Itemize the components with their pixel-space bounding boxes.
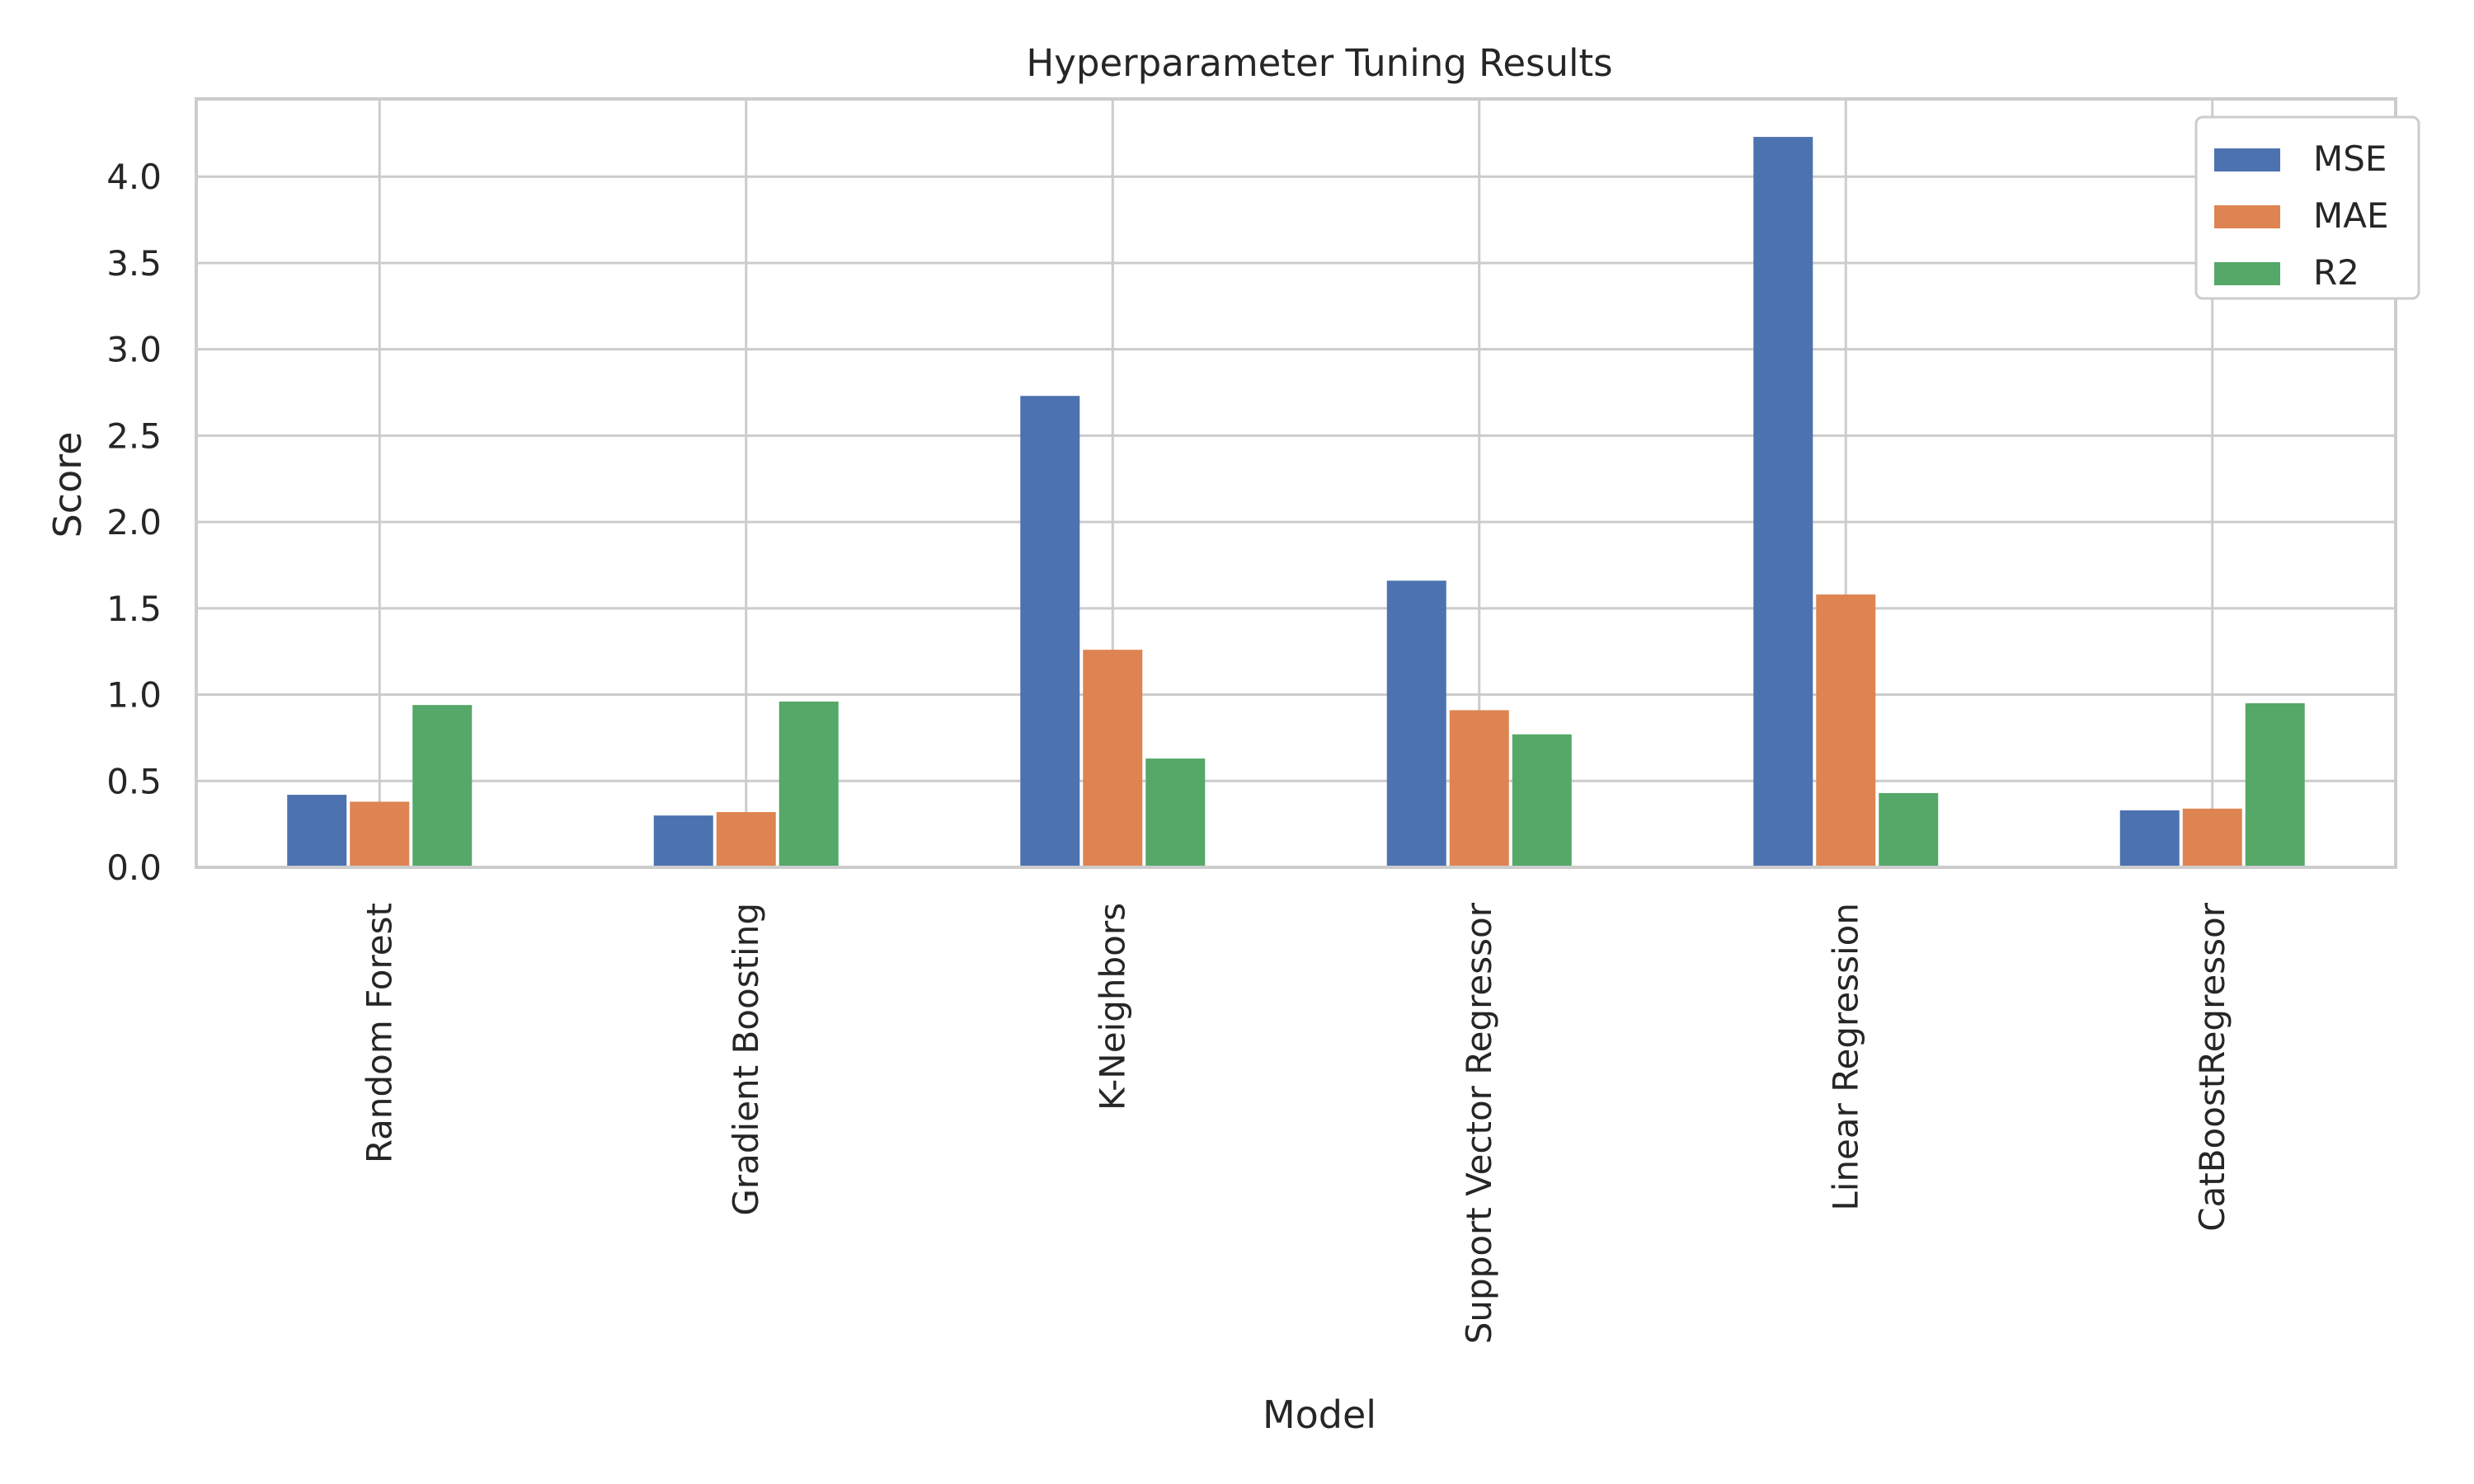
bars [287,137,2305,867]
legend-label-mae: MAE [2313,195,2389,236]
bar-mse-random-forest [287,795,347,867]
legend-swatch-mae [2214,205,2280,228]
x-tick-label-catboostregressor: CatBoostRegressor [2192,902,2232,1232]
x-tick-label-k-neighbors: K-Neighbors [1092,903,1132,1111]
y-tick-label: 2.5 [106,416,162,456]
legend: MSE MAE R2 [2194,115,2420,300]
bar-mae-linear-regression [1816,594,1876,867]
bar-mse-gradient-boosting [653,815,713,867]
bar-mse-k-neighbors [1020,396,1080,867]
y-axis-label: Score [45,432,90,538]
grid-lines [196,99,2396,869]
bar-r2-k-neighbors [1145,758,1206,867]
x-axis-label: Model [1263,1392,1376,1437]
bar-r2-linear-regression [1879,792,1939,867]
labels: Hyperparameter Tuning Results Model Score [45,41,1613,1437]
chart-title: Hyperparameter Tuning Results [1026,41,1612,85]
x-tick-label-random-forest: Random Forest [359,903,399,1163]
bar-mae-gradient-boosting [716,811,776,867]
y-tick-label: 2.0 [106,502,162,542]
bar-mae-catboostregressor [2182,808,2242,867]
y-tick-label: 3.5 [106,243,162,284]
bar-r2-random-forest [412,705,473,867]
legend-swatch-r2 [2214,262,2280,285]
x-tick-label-gradient-boosting: Gradient Boosting [726,903,766,1216]
y-tick-label: 1.0 [106,675,162,716]
y-tick-label: 4.0 [106,157,162,197]
x-tick-label-support-vector-regressor: Support Vector Regressor [1459,902,1499,1344]
bar-r2-catboostregressor [2245,703,2305,867]
x-tick-label-linear-regression: Linear Regression [1825,903,1865,1211]
y-tick-label: 1.5 [106,589,162,629]
bar-mae-k-neighbors [1083,650,1143,867]
legend-label-r2: R2 [2313,252,2359,293]
legend-swatch-mse [2214,148,2280,171]
legend-label-mse: MSE [2313,139,2387,179]
y-tick-label: 0.5 [106,761,162,801]
plot-frame [195,97,2397,869]
bar-mae-support-vector-regressor [1449,710,1509,867]
bar-mae-random-forest [350,801,410,867]
y-tick-label: 0.0 [106,848,162,888]
bar-mse-linear-regression [1753,137,1813,867]
axes: 0.0 0.5 1.0 1.5 2.0 2.5 3.0 3.5 4.0 Random Forest… [106,97,2397,1344]
bar-r2-support-vector-regressor [1512,734,1572,867]
y-tick-label: 3.0 [106,330,162,370]
bar-r2-gradient-boosting [778,701,839,867]
bar-mse-support-vector-regressor [1386,580,1446,867]
bar-mse-catboostregressor [2119,810,2180,867]
